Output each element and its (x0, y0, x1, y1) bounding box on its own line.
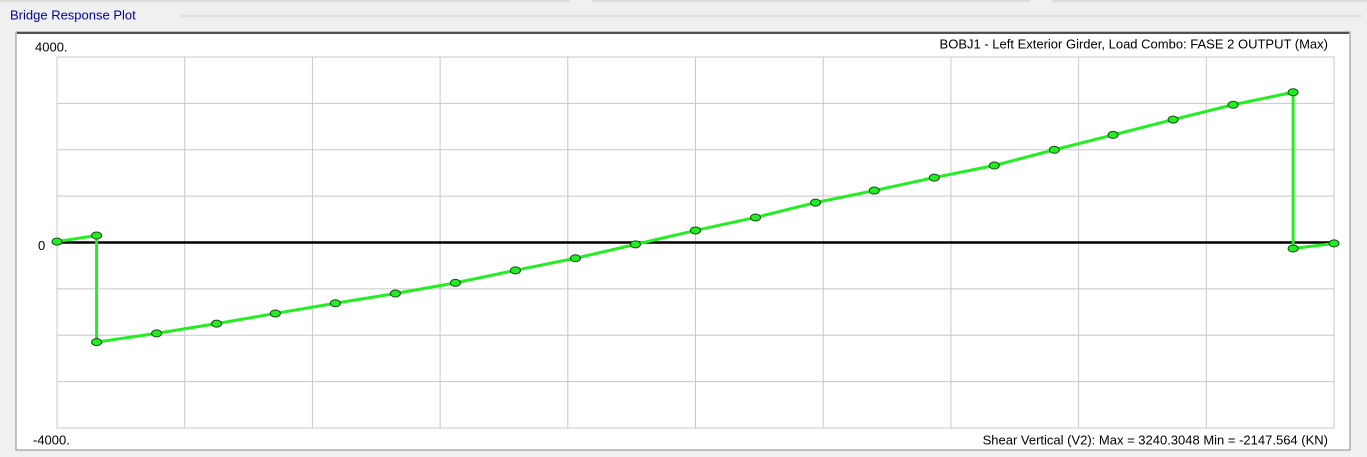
point-marker (1328, 239, 1340, 248)
y-tick-label: 0 (38, 238, 45, 253)
point-marker (329, 299, 341, 308)
point-marker (1227, 100, 1239, 109)
point-marker (449, 278, 461, 287)
point-marker (269, 309, 281, 318)
group-title: Bridge Response Plot (10, 7, 136, 22)
point-marker (91, 231, 103, 240)
y-tick-label: 4000. (35, 39, 68, 54)
point-marker (509, 266, 521, 275)
point-marker (988, 161, 1000, 170)
point-marker (1287, 88, 1299, 97)
point-marker (750, 213, 762, 222)
chart-title: BOBJ1 - Left Exterior Girder, Load Combo… (940, 36, 1328, 51)
point-marker (810, 198, 822, 207)
point-marker (629, 240, 641, 249)
point-marker (690, 226, 701, 235)
point-marker (151, 329, 163, 338)
point-marker (211, 319, 223, 328)
point-marker (91, 338, 103, 347)
annotation: Shear Vertical (V2): Max = 3240.3048 Min… (983, 432, 1328, 447)
point-marker (389, 289, 401, 298)
point-marker (1048, 145, 1060, 154)
point-marker (928, 173, 940, 182)
point-marker (51, 237, 63, 246)
plot-frame (15, 31, 1351, 451)
point-marker (1287, 244, 1299, 253)
point-marker (1167, 115, 1179, 124)
point-marker (868, 186, 880, 195)
point-marker (569, 254, 581, 263)
point-marker (1107, 130, 1119, 139)
y-tick-label: -4000. (33, 432, 70, 447)
